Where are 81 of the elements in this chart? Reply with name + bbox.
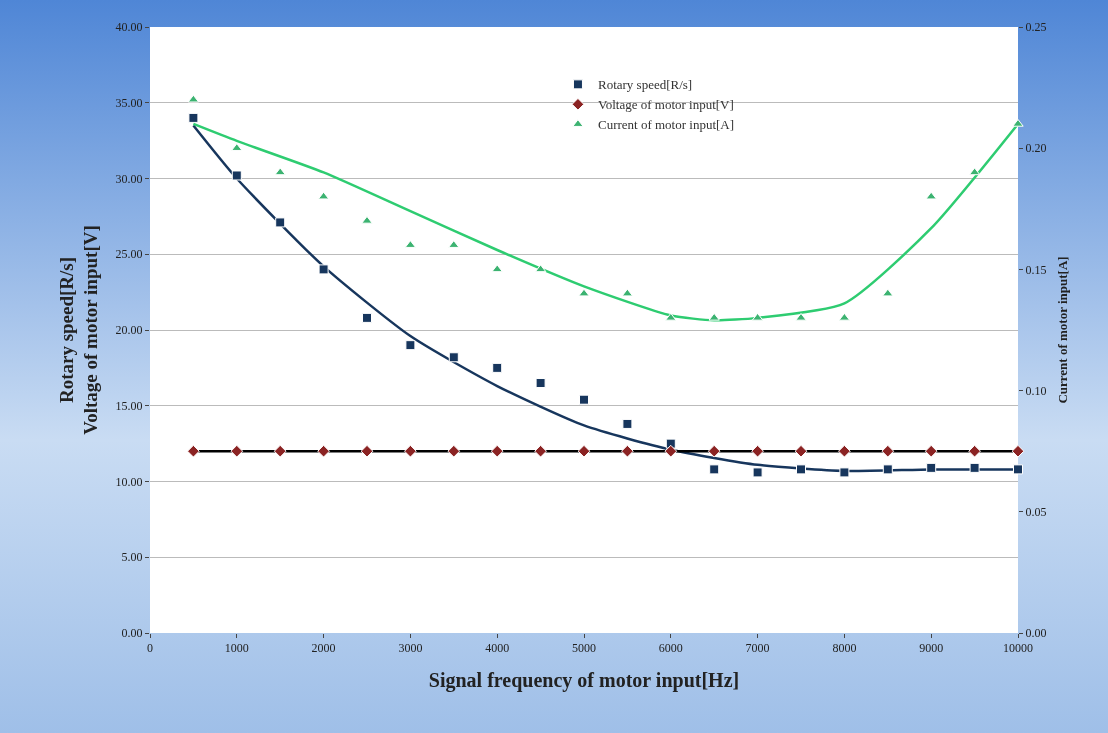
point <box>1012 118 1024 127</box>
point <box>318 264 329 275</box>
y-tick-label: 35.00 <box>115 95 143 110</box>
y-tick-label: 10.00 <box>115 474 143 489</box>
point <box>925 191 937 200</box>
y2-axis-title: Current of motor input[A] <box>1055 256 1070 404</box>
y2-tick-label: 0.10 <box>1025 383 1047 398</box>
point <box>1011 444 1025 458</box>
point <box>969 462 980 473</box>
point <box>534 444 547 458</box>
point <box>275 217 286 228</box>
point <box>579 394 589 405</box>
point <box>317 444 330 458</box>
point <box>881 444 895 458</box>
point <box>361 215 373 224</box>
point <box>926 462 937 473</box>
x-tick-label: 4000 <box>485 641 510 656</box>
x-tick-label: 5000 <box>572 641 596 656</box>
point <box>708 312 720 321</box>
point <box>491 264 503 273</box>
y2-tick-label: 0.20 <box>1025 141 1047 156</box>
legend-label: Voltage of motor input[V] <box>597 97 734 113</box>
x-tick-label: 9000 <box>919 641 944 656</box>
x-tick-label: 10000 <box>1003 641 1033 656</box>
point <box>360 444 374 458</box>
point <box>752 467 763 478</box>
point <box>577 444 591 458</box>
point <box>707 444 721 458</box>
y2-tick-label: 0.00 <box>1025 626 1047 641</box>
legend-label: Rotary speed[R/s] <box>597 77 693 93</box>
point <box>578 288 590 297</box>
y-tick-label: 20.00 <box>115 323 143 338</box>
point <box>838 444 851 458</box>
point <box>492 362 503 373</box>
x-tick-label: 6000 <box>658 641 683 656</box>
y-tick-label: 40.00 <box>115 20 143 35</box>
x-tick-label: 3000 <box>398 641 423 656</box>
x-tick-label: 7000 <box>745 641 770 656</box>
point <box>273 444 287 458</box>
point <box>709 464 720 475</box>
point <box>362 312 372 323</box>
point <box>795 312 807 321</box>
point <box>622 418 633 429</box>
x-axis-title: Signal frequency of motor input[Hz] <box>428 668 740 692</box>
point <box>968 444 981 458</box>
y-tick-label: 0.00 <box>121 626 143 641</box>
point <box>664 444 678 458</box>
point <box>1013 464 1023 475</box>
point <box>794 444 808 458</box>
y2-tick-label: 0.05 <box>1025 505 1047 519</box>
point <box>665 312 677 321</box>
point <box>924 444 938 458</box>
y-axis-title: Rotary speed[R/s] Voltage of motor input[V] <box>55 225 102 435</box>
point <box>751 444 764 458</box>
point <box>621 444 634 458</box>
point <box>187 444 200 458</box>
y-tick-label: 5.00 <box>121 550 143 565</box>
x-tick-label: 8000 <box>832 641 857 656</box>
y2-tick-label: 0.15 <box>1025 262 1047 277</box>
point <box>882 464 893 475</box>
point <box>490 444 504 458</box>
x-tick-label: 2000 <box>311 641 336 656</box>
point <box>188 112 199 123</box>
point <box>882 288 894 297</box>
point <box>405 340 416 351</box>
point <box>839 467 850 478</box>
point <box>448 352 459 363</box>
point <box>796 464 806 475</box>
y-tick-label: 25.00 <box>115 247 143 262</box>
y2-tick-label: 0.25 <box>1025 20 1047 35</box>
y-tick-label: 15.00 <box>115 398 143 413</box>
point <box>231 170 242 181</box>
point <box>404 444 417 458</box>
point <box>447 444 461 458</box>
x-tick-label: 0 <box>147 641 153 656</box>
point <box>274 167 286 176</box>
point <box>535 378 546 389</box>
x-tick-label: 1000 <box>224 641 249 656</box>
legend-label: Current of motor input[A] <box>597 117 735 133</box>
point <box>230 444 244 458</box>
y-tick-label: 30.00 <box>115 171 143 186</box>
